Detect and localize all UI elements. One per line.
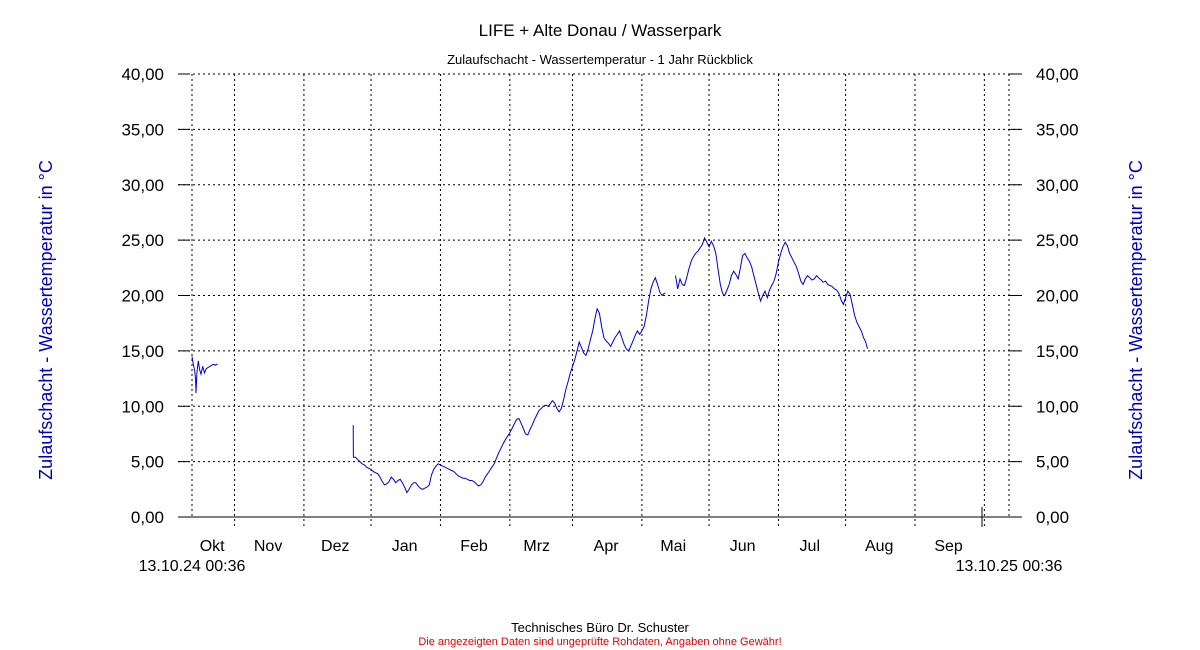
series-line-segment: [675, 236, 868, 349]
y-tick-label-left: 15,00: [121, 342, 164, 361]
x-end-date-label: 13.10.25 00:36: [956, 558, 1063, 575]
y-tick-label-left: 35,00: [121, 120, 164, 139]
x-month-label: Nov: [254, 538, 282, 555]
y-tick-label-right: 10,00: [1036, 397, 1079, 416]
y-tick-label-left: 5,00: [131, 453, 164, 472]
x-month-label: Sep: [934, 538, 963, 555]
y-axis-label-right: Zulaufschacht - Wassertemperatur in °C: [1126, 160, 1146, 480]
y-tick-label-right: 40,00: [1036, 65, 1079, 84]
x-month-labels: Okt Nov Dez Jan Feb Mrz Apr Mai Jun Jul Aug Sep: [200, 538, 963, 555]
y-tick-label-left: 40,00: [121, 65, 164, 84]
y-tick-label-right: 35,00: [1036, 120, 1079, 139]
y-tick-label-right: 0,00: [1036, 508, 1069, 527]
y-tick-label-left: 25,00: [121, 231, 164, 250]
x-month-label: Mai: [660, 538, 686, 555]
grid-lines: [178, 73, 1022, 527]
y-tick-label-right: 25,00: [1036, 231, 1079, 250]
x-month-label: Apr: [594, 538, 620, 555]
x-month-label: Aug: [865, 538, 893, 555]
footer-disclaimer: Die angezeigten Daten sind ungeprüfte Ro…: [418, 636, 781, 648]
series-line-segment: [191, 356, 218, 394]
x-start-date-label: 13.10.24 00:36: [139, 558, 246, 575]
y-tick-label-left: 20,00: [121, 287, 164, 306]
y-tick-label-right: 5,00: [1036, 453, 1069, 472]
x-month-label: Feb: [460, 538, 488, 555]
x-month-label: Jan: [392, 538, 418, 555]
y-tick-label-right: 20,00: [1036, 287, 1079, 306]
x-month-label: Mrz: [523, 538, 550, 555]
axes: [178, 73, 1022, 527]
series-line-segment: [352, 276, 666, 494]
x-month-label: Dez: [321, 538, 349, 555]
y-tick-label-left: 0,00: [131, 508, 164, 527]
footer-credit: Technisches Büro Dr. Schuster: [511, 620, 689, 635]
y-tick-labels-left: 0,00 5,00 10,00 15,00 20,00 25,00 30,00 35,00 40…: [121, 65, 164, 527]
y-tick-label-left: 30,00: [121, 176, 164, 195]
x-month-label: Jun: [730, 538, 756, 555]
chart-subtitle: Zulaufschacht - Wassertemperatur - 1 Jah…: [447, 52, 753, 67]
y-tick-label-right: 15,00: [1036, 342, 1079, 361]
chart-title: LIFE + Alte Donau / Wasserpark: [479, 21, 722, 40]
data-series: [191, 236, 868, 494]
x-month-label: Jul: [800, 538, 820, 555]
y-tick-label-left: 10,00: [121, 397, 164, 416]
y-tick-label-right: 30,00: [1036, 176, 1079, 195]
y-axis-label-left: Zulaufschacht - Wassertemperatur in °C: [36, 160, 56, 480]
x-month-label: Okt: [200, 538, 225, 555]
y-tick-labels-right: 0,00 5,00 10,00 15,00 20,00 25,00 30,00 35,00 40…: [1036, 65, 1079, 527]
